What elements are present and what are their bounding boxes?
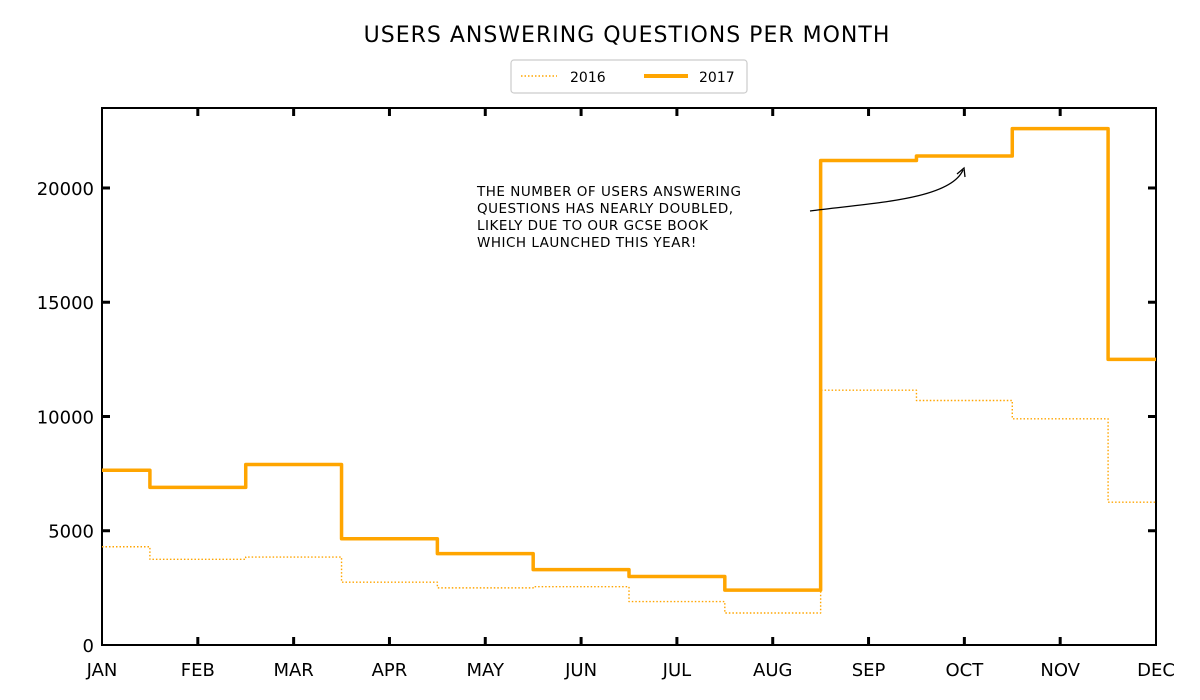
annotation-line-2: QUESTIONS HAS NEARLY DOUBLED, [477, 201, 734, 217]
annotation-line-4: WHICH LAUNCHED THIS YEAR! [477, 235, 697, 251]
x-tick-label: MAR [273, 660, 313, 681]
annotation-line-3: LIKELY DUE TO OUR GCSE BOOK [477, 218, 709, 234]
plot-area: JAN FEB MAR APR MAY JUN JUL AUG SEP OCT NOV DEC 0 500… [37, 107, 1175, 681]
x-tick-label: JUL [662, 660, 692, 681]
legend-box [510, 59, 748, 94]
x-tick-label: SEP [852, 660, 886, 681]
legend-label-2017: 2017 [699, 70, 735, 86]
legend: 2016 2017 [510, 59, 748, 94]
chart-title: USERS ANSWERING QUESTIONS PER MONTH [364, 23, 891, 48]
y-tick-label: 10000 [37, 407, 94, 428]
x-tick-label: AUG [753, 660, 792, 681]
x-tick-label: FEB [181, 660, 215, 681]
x-tick-label: JAN [86, 660, 118, 681]
y-tick-label: 15000 [37, 293, 94, 314]
legend-label-2016: 2016 [570, 70, 606, 86]
x-tick-label: NOV [1040, 660, 1080, 681]
series-line-2017 [102, 126, 1156, 592]
annotation-line-1: THE NUMBER OF USERS ANSWERING [476, 184, 741, 200]
x-tick-label: MAY [467, 660, 505, 681]
annotation-arrow [809, 169, 964, 212]
x-tick-label: APR [372, 660, 408, 681]
y-tick-label: 5000 [48, 522, 94, 543]
series-line-2016 [102, 389, 1156, 614]
axes-frame [101, 107, 1157, 646]
x-tick-label: DEC [1137, 660, 1175, 681]
annotation-arrowhead [956, 166, 966, 178]
annotation: THE NUMBER OF USERS ANSWERING QUESTIONS … [476, 166, 966, 251]
y-tick-label: 0 [83, 636, 94, 657]
x-tick-label: OCT [945, 660, 984, 681]
y-tick-label: 20000 [37, 179, 94, 200]
x-tick-label: JUN [564, 660, 597, 681]
